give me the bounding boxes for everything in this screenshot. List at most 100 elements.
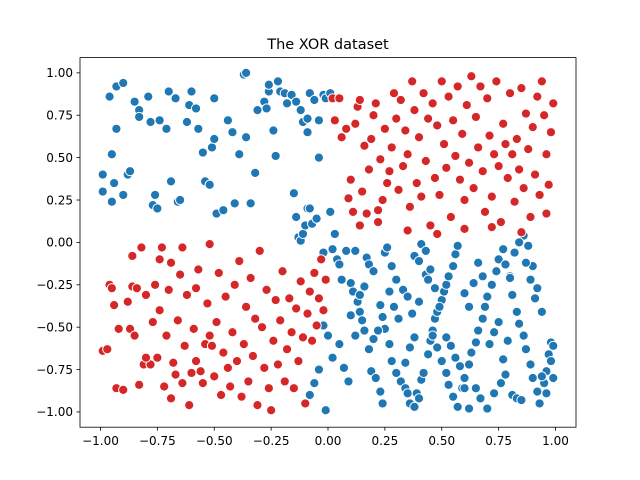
data-point-series-1-104 <box>334 93 345 104</box>
data-point-series-1-39 <box>195 366 206 377</box>
data-point-series-1-139 <box>416 191 427 202</box>
data-point-series-1-52 <box>225 381 236 392</box>
data-point-series-1-179 <box>507 149 518 160</box>
data-point-series-1-196 <box>545 127 557 138</box>
data-point-series-1-132 <box>400 125 411 136</box>
data-point-series-0-84 <box>329 228 340 240</box>
data-point-series-1-155 <box>452 81 463 92</box>
data-point-series-1-11 <box>129 330 140 341</box>
y-tick-label: −0.25 <box>36 278 73 292</box>
data-point-series-0-86 <box>327 244 338 255</box>
data-point-series-1-108 <box>345 174 356 185</box>
data-point-series-0-231 <box>459 288 470 299</box>
data-point-series-0-214 <box>370 372 381 384</box>
data-point-series-1-31 <box>177 242 188 253</box>
data-point-series-0-109 <box>402 388 413 399</box>
y-tick-label: 0.25 <box>46 193 73 207</box>
data-point-series-1-93 <box>318 305 329 316</box>
data-point-series-0-124 <box>443 271 454 282</box>
data-point-series-0-155 <box>482 291 493 302</box>
data-point-series-1-162 <box>468 183 479 194</box>
data-point-series-0-20 <box>154 115 165 126</box>
data-point-series-1-120 <box>372 205 384 216</box>
data-point-series-1-140 <box>418 88 429 99</box>
data-point-series-0-89 <box>336 274 347 285</box>
data-point-series-1-127 <box>388 88 400 99</box>
data-point-series-1-201 <box>459 223 470 234</box>
data-point-series-0-234 <box>473 257 484 268</box>
data-point-series-1-197 <box>548 98 559 109</box>
data-point-series-0-195 <box>454 361 466 372</box>
data-point-series-0-152 <box>473 325 484 336</box>
data-point-series-0-158 <box>493 254 504 265</box>
data-point-series-0-146 <box>452 401 463 412</box>
data-point-series-1-36 <box>188 323 199 334</box>
data-point-series-1-152 <box>445 211 456 223</box>
data-point-series-0-184 <box>470 383 481 394</box>
data-point-series-0-185 <box>475 393 486 404</box>
data-point-series-0-183 <box>504 272 516 284</box>
data-point-series-1-6 <box>113 323 124 334</box>
chart-title: The XOR dataset <box>266 37 389 53</box>
data-point-series-1-119 <box>370 98 381 109</box>
data-point-series-1-131 <box>397 161 409 172</box>
y-tick-label: 0.00 <box>46 236 73 250</box>
y-tick-label: −1.00 <box>36 405 73 419</box>
data-point-series-0-113 <box>413 393 425 404</box>
data-point-series-1-85 <box>300 398 311 409</box>
data-point-series-0-43 <box>234 149 245 160</box>
data-point-series-1-14 <box>136 242 147 253</box>
data-point-series-1-115 <box>361 208 372 219</box>
x-tick-label: 1.00 <box>542 434 569 448</box>
data-point-series-0-16 <box>145 116 156 128</box>
data-point-series-1-190 <box>532 91 543 102</box>
data-point-series-0-26 <box>175 194 186 206</box>
data-point-series-0-36 <box>209 133 220 145</box>
data-point-series-0-21 <box>161 123 172 134</box>
data-point-series-1-79 <box>286 327 297 338</box>
data-point-series-1-68 <box>261 284 272 295</box>
data-point-series-0-225 <box>304 389 315 401</box>
data-point-series-1-37 <box>190 283 202 294</box>
data-point-series-0-40 <box>222 115 233 126</box>
data-point-series-0-4 <box>106 149 117 160</box>
data-point-series-0-143 <box>441 367 452 379</box>
data-point-series-0-48 <box>250 167 261 178</box>
data-point-series-1-189 <box>529 169 541 180</box>
data-point-series-1-136 <box>409 105 420 116</box>
data-point-series-0-80 <box>304 203 315 214</box>
data-point-series-1-51 <box>222 362 233 373</box>
data-point-series-0-35 <box>206 142 218 153</box>
data-point-series-0-97 <box>350 245 361 256</box>
data-point-series-0-82 <box>311 213 322 224</box>
data-point-series-0-198 <box>441 332 452 343</box>
x-tick-label: −1.00 <box>82 434 119 448</box>
data-point-series-1-82 <box>293 355 304 367</box>
data-point-series-1-172 <box>491 76 502 87</box>
y-axis: −1.00 −0.75 −0.50 −0.25 0.00 0.25 0.50 0.75 1.00 <box>36 66 80 419</box>
data-point-series-1-143 <box>425 220 436 231</box>
data-point-series-1-72 <box>270 294 281 306</box>
data-point-series-0-179 <box>523 240 534 251</box>
data-point-series-0-29 <box>186 86 197 97</box>
data-point-series-0-197 <box>445 340 456 351</box>
data-point-series-1-141 <box>420 155 431 167</box>
data-point-series-1-156 <box>454 174 466 185</box>
data-point-series-1-147 <box>434 189 445 201</box>
data-point-series-0-61 <box>291 96 302 107</box>
data-point-series-0-69 <box>313 152 324 163</box>
data-point-series-1-20 <box>152 352 163 363</box>
data-point-series-0-129 <box>382 242 393 253</box>
data-point-series-1-77 <box>281 344 293 355</box>
data-point-series-1-114 <box>359 140 370 151</box>
data-point-series-1-107 <box>343 193 354 204</box>
data-point-series-1-130 <box>395 94 406 106</box>
data-point-series-0-42 <box>229 198 240 209</box>
x-axis: −1.00 −0.75 −0.50 −0.25 0.00 0.25 0.50 0.75 1.00 <box>82 427 569 448</box>
data-point-series-0-18 <box>149 189 161 201</box>
data-point-series-0-104 <box>384 339 395 350</box>
data-point-series-0-127 <box>452 240 463 251</box>
data-point-series-1-46 <box>211 316 222 328</box>
data-point-series-0-212 <box>363 344 375 355</box>
data-point-series-1-113 <box>357 186 368 197</box>
